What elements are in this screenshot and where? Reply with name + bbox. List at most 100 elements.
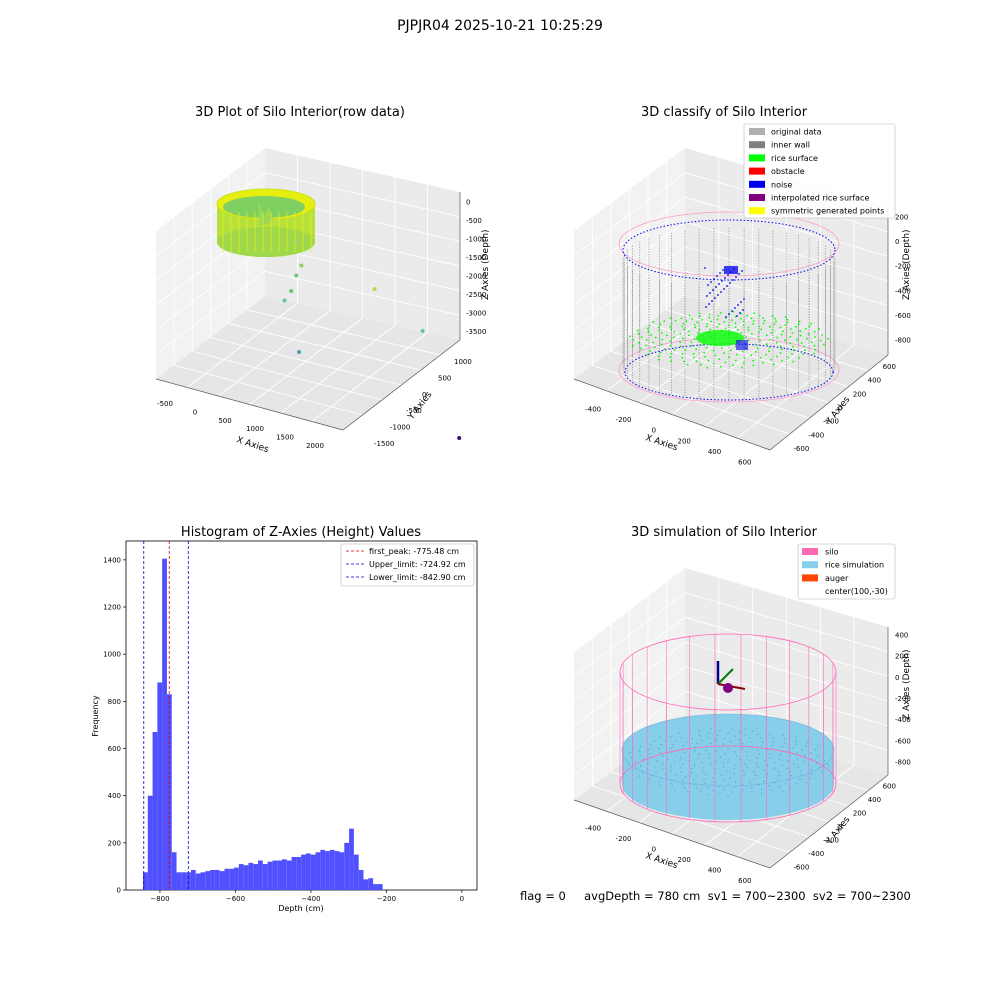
x-axis-line (573, 378, 771, 451)
noise-cluster (724, 266, 738, 274)
raw-y-tick-label: -500 (406, 407, 422, 415)
rice-simulation-point (655, 771, 657, 773)
rice-simulation-point (753, 770, 755, 773)
rice-simulation-point (717, 746, 720, 749)
rice-simulation-point (698, 753, 700, 756)
rice-surface-point (694, 326, 697, 329)
rice-surface-point (768, 346, 771, 349)
rice-simulation-point (659, 751, 661, 754)
rice-surface-point (698, 328, 701, 331)
rice-simulation-point (796, 758, 799, 760)
rice-simulation-point (761, 792, 763, 795)
rice-surface-point (779, 352, 782, 354)
noise-point (715, 286, 717, 288)
rice-surface-point (640, 336, 643, 338)
rice-surface-point (734, 359, 737, 362)
rice-simulation-point (662, 763, 664, 765)
rice-surface-point (640, 347, 642, 350)
y-axis-line (769, 354, 889, 451)
rice-simulation-point (758, 783, 760, 786)
rice-surface-point (775, 320, 777, 323)
rice-simulation-point (733, 751, 736, 753)
rice-simulation-point (800, 774, 803, 776)
simulation-silo-wireframe (619, 633, 837, 823)
classify-y-tick-label: -200 (823, 418, 839, 426)
rice-surface-point (799, 334, 802, 337)
rice-surface-point (682, 323, 685, 325)
rice-simulation-point (696, 743, 698, 745)
rice-simulation-point (779, 753, 782, 756)
rice-simulation-point (639, 765, 642, 767)
histogram-bar (229, 868, 235, 890)
rice-surface-point (712, 362, 715, 365)
classify-x-axis-label: X Axies (644, 433, 679, 453)
simulation-z-ticks: 400 200 0 -200 -400 -600 -800 (895, 632, 911, 767)
raw-outlier-point (299, 263, 304, 268)
histogram-y-tick-label: 1200 (103, 604, 121, 612)
rice-simulation-point (778, 786, 781, 788)
rice-surface-point (681, 325, 684, 328)
histogram-bar (181, 872, 187, 890)
rice-simulation-point (627, 764, 630, 766)
rice-surface-point (673, 330, 676, 333)
rice-surface-point (679, 341, 681, 343)
raw-z-tick-label: -3000 (466, 309, 486, 317)
rice-simulation-top (621, 713, 835, 787)
rice-simulation-point (795, 743, 797, 745)
rice-simulation-point (722, 743, 725, 745)
rice-surface-point (803, 349, 806, 352)
rice-surface-point (659, 351, 662, 354)
classify-legend-swatch (749, 194, 765, 201)
rice-surface-point (760, 328, 763, 331)
raw-data-axes-box (155, 148, 461, 431)
rice-simulation-point (795, 740, 798, 742)
rice-simulation-point (773, 781, 776, 784)
rice-simulation-point (662, 755, 664, 757)
histogram-bar (171, 852, 177, 890)
rice-surface-point (693, 323, 696, 326)
classify-z-tick-label: 0 (895, 238, 899, 246)
rice-simulation-point (724, 737, 726, 739)
rice-surface-point (714, 354, 717, 357)
noise-point (723, 288, 725, 290)
rice-surface-point (680, 345, 682, 347)
rice-surface-point (779, 326, 782, 329)
rice-simulation-point (686, 741, 688, 743)
rice-surface-point (752, 323, 755, 325)
rice-surface-point (672, 336, 675, 339)
rice-surface-point (693, 356, 695, 359)
histogram-legend-label: first_peak: -775.48 cm (369, 547, 459, 556)
noise-point (739, 312, 741, 314)
rice-simulation-point (756, 749, 758, 751)
noise-point (741, 270, 743, 272)
rice-simulation-point (810, 752, 812, 754)
silo-point-cloud-obstacle (258, 202, 273, 226)
histogram-bar (377, 884, 383, 890)
classify-z-tick-label: -200 (895, 263, 911, 271)
rice-simulation-point (708, 737, 710, 739)
noise-point (704, 267, 706, 269)
rice-simulation-point (639, 754, 641, 757)
rice-surface-point (695, 360, 698, 363)
rice-surface-point (692, 352, 695, 355)
noise-point (708, 303, 710, 305)
rice-simulation-point (649, 752, 651, 755)
raw-x-tick-label: 1500 (276, 434, 294, 442)
rice-simulation-point (820, 771, 823, 773)
rice-simulation-point (698, 730, 701, 732)
rice-simulation-point (738, 739, 741, 741)
raw-y-tick-label: -1000 (390, 424, 410, 432)
x-axis-line (155, 378, 344, 431)
histogram-bar (142, 872, 148, 890)
rice-surface-point (716, 318, 719, 321)
rice-simulation-point (703, 767, 705, 769)
rice-surface-point (776, 355, 778, 358)
raw-outlier-point (372, 287, 377, 291)
rice-surface-point (780, 333, 783, 336)
rice-simulation-point (774, 762, 776, 764)
rice-simulation-point (674, 789, 676, 792)
classify-legend-swatch (749, 167, 765, 175)
rice-simulation-point (777, 778, 779, 780)
rice-simulation-point (794, 736, 797, 738)
